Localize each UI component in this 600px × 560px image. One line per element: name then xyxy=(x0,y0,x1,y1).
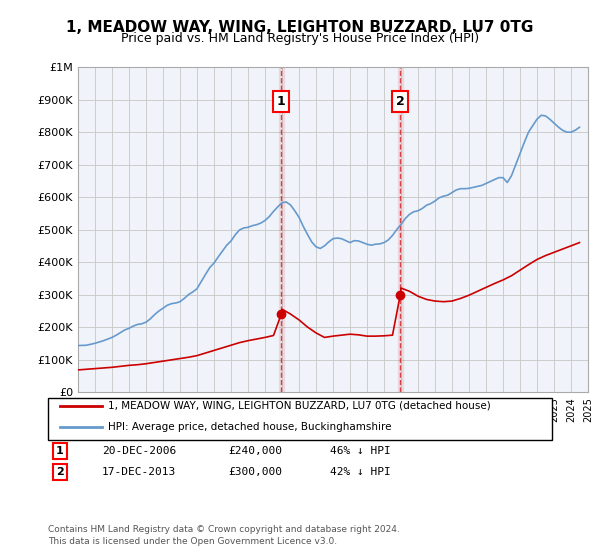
Text: £240,000: £240,000 xyxy=(228,446,282,456)
Text: 2: 2 xyxy=(396,95,404,108)
Bar xyxy=(279,67,284,392)
Text: Price paid vs. HM Land Registry's House Price Index (HPI): Price paid vs. HM Land Registry's House … xyxy=(121,32,479,45)
Text: HPI: Average price, detached house, Buckinghamshire: HPI: Average price, detached house, Buck… xyxy=(108,422,392,432)
Text: 1: 1 xyxy=(56,446,64,456)
Text: 20-DEC-2006: 20-DEC-2006 xyxy=(102,446,176,456)
Text: 1, MEADOW WAY, WING, LEIGHTON BUZZARD, LU7 0TG: 1, MEADOW WAY, WING, LEIGHTON BUZZARD, L… xyxy=(67,20,533,35)
Text: Contains HM Land Registry data © Crown copyright and database right 2024.
This d: Contains HM Land Registry data © Crown c… xyxy=(48,525,400,546)
Bar xyxy=(398,67,403,392)
Text: 1, MEADOW WAY, WING, LEIGHTON BUZZARD, LU7 0TG (detached house): 1, MEADOW WAY, WING, LEIGHTON BUZZARD, L… xyxy=(108,401,491,411)
Text: 46% ↓ HPI: 46% ↓ HPI xyxy=(330,446,391,456)
Text: £300,000: £300,000 xyxy=(228,467,282,477)
Text: 2: 2 xyxy=(56,467,64,477)
Text: 1: 1 xyxy=(277,95,286,108)
Text: 42% ↓ HPI: 42% ↓ HPI xyxy=(330,467,391,477)
Text: 17-DEC-2013: 17-DEC-2013 xyxy=(102,467,176,477)
